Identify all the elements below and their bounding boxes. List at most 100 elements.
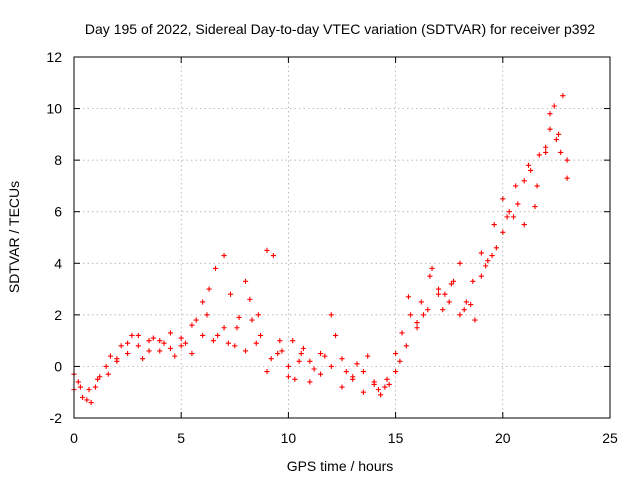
data-point <box>397 358 403 364</box>
data-point <box>311 366 317 372</box>
data-point <box>75 379 81 385</box>
data-point <box>88 399 94 406</box>
data-point <box>114 358 120 364</box>
data-point <box>483 263 489 269</box>
data-point <box>532 203 538 210</box>
data-point <box>393 368 399 375</box>
data-point <box>275 350 281 357</box>
data-point <box>257 332 264 339</box>
data-point <box>521 222 527 228</box>
data-point <box>279 348 285 354</box>
data-point <box>450 278 457 284</box>
data-point <box>339 356 345 362</box>
data-point <box>500 196 506 202</box>
data-point <box>189 350 195 357</box>
data-points <box>71 93 570 406</box>
data-point <box>371 379 377 385</box>
data-point <box>92 384 99 390</box>
data-point <box>405 294 412 300</box>
data-point <box>506 209 512 215</box>
data-point <box>558 149 564 156</box>
data-point <box>255 312 261 318</box>
data-point <box>553 136 559 143</box>
data-point <box>264 247 270 253</box>
y-tick-label: 10 <box>46 101 62 117</box>
data-point <box>285 363 291 370</box>
data-point <box>232 343 238 349</box>
y-tick-label: -2 <box>50 410 63 426</box>
data-point <box>146 338 152 344</box>
data-point <box>212 265 219 272</box>
data-point <box>547 111 553 117</box>
data-point <box>386 381 392 388</box>
data-point <box>193 317 199 323</box>
data-point <box>485 258 491 264</box>
data-point <box>227 291 234 297</box>
data-point <box>543 144 549 150</box>
data-point <box>242 348 249 354</box>
data-point <box>140 356 146 362</box>
data-point <box>182 340 189 346</box>
data-point <box>221 325 227 331</box>
data-point <box>375 387 382 393</box>
data-point <box>528 167 534 174</box>
data-point <box>534 183 540 189</box>
data-point <box>442 291 448 297</box>
y-tick-label: 4 <box>54 255 62 271</box>
data-point <box>292 376 298 382</box>
data-point <box>317 371 324 377</box>
data-point <box>435 286 442 292</box>
data-point <box>86 387 92 393</box>
data-point <box>339 384 345 390</box>
data-point <box>135 343 141 349</box>
data-point <box>307 379 313 385</box>
data-point <box>470 278 476 284</box>
data-point <box>440 307 446 313</box>
data-point <box>161 340 167 346</box>
data-point <box>157 338 163 344</box>
data-point <box>277 338 283 344</box>
y-axis-label: SDTVAR / TECUs <box>6 181 22 293</box>
y-tick-label: 0 <box>54 358 62 374</box>
data-point <box>234 325 240 331</box>
data-point <box>94 376 101 382</box>
data-point <box>493 245 499 251</box>
data-point <box>513 183 519 189</box>
data-point <box>118 343 124 349</box>
x-tick-label: 20 <box>495 430 511 446</box>
data-point <box>200 332 206 339</box>
data-point <box>457 260 463 266</box>
data-point <box>172 353 178 359</box>
data-point <box>360 368 367 375</box>
data-point <box>103 363 109 370</box>
data-point <box>328 312 334 318</box>
data-point <box>427 273 433 279</box>
data-point <box>461 307 467 313</box>
data-point <box>354 361 360 367</box>
data-point <box>525 162 532 168</box>
chart-title: Day 195 of 2022, Sidereal Day-to-day VTE… <box>85 21 595 37</box>
data-point <box>478 250 484 256</box>
data-point <box>253 340 259 346</box>
data-point <box>547 126 553 132</box>
data-point <box>365 353 371 359</box>
data-point <box>290 338 296 344</box>
data-point <box>296 358 302 364</box>
data-point <box>536 152 542 158</box>
data-point <box>457 312 463 318</box>
data-point <box>408 312 414 318</box>
x-tick-label: 25 <box>602 430 618 446</box>
x-tick-label: 10 <box>281 430 297 446</box>
data-point <box>472 317 478 323</box>
data-point <box>167 345 174 351</box>
data-point <box>247 296 253 302</box>
data-point <box>360 389 367 395</box>
data-point <box>264 368 270 375</box>
data-point <box>200 299 206 305</box>
y-tick-label: 8 <box>54 152 62 168</box>
data-point <box>515 201 521 207</box>
data-point <box>84 397 90 403</box>
data-point <box>425 307 431 313</box>
data-point <box>125 350 131 357</box>
